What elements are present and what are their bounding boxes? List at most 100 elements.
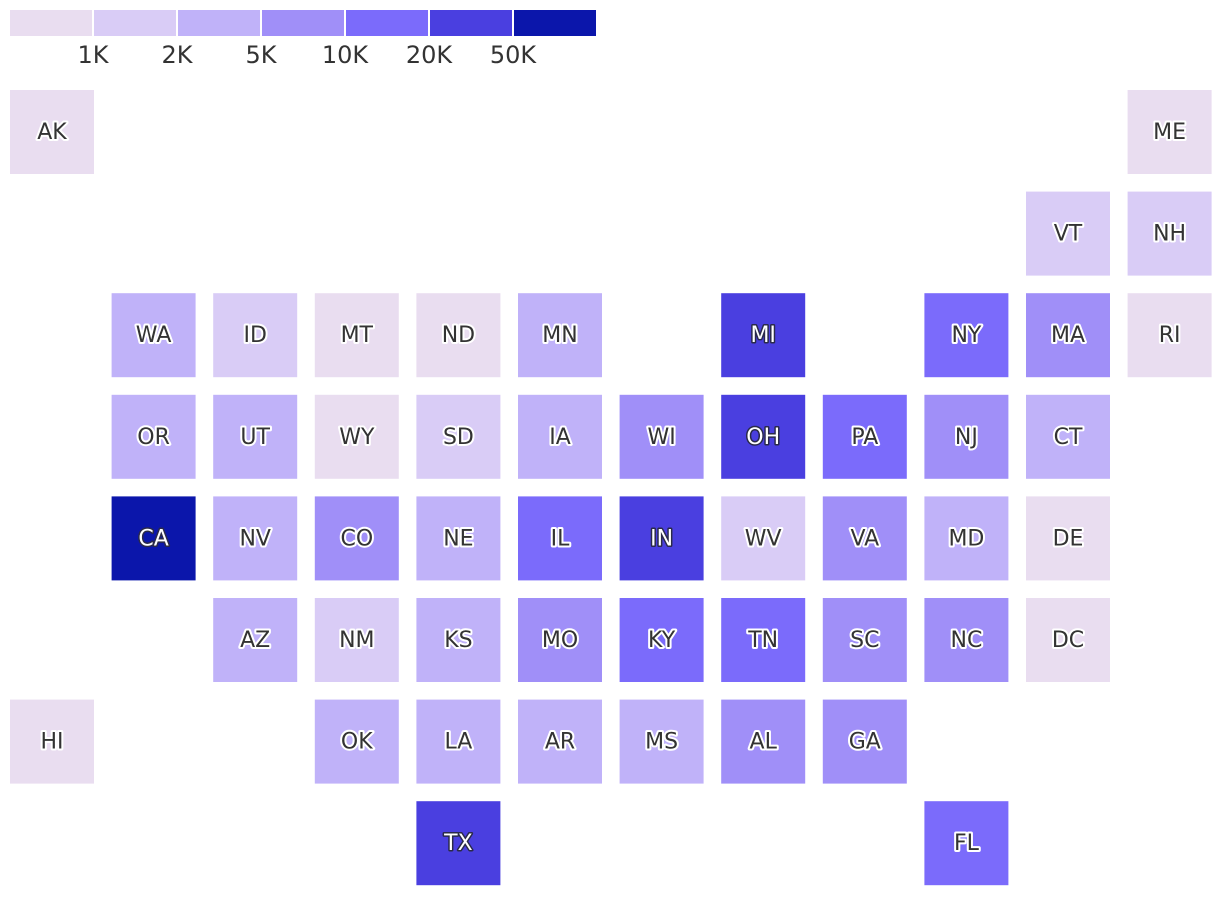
legend-swatch [94,10,176,36]
state-tile [924,394,1009,479]
state-tile [619,699,704,784]
state-label: MI [750,323,775,348]
state-tile [1127,90,1212,174]
state-tile [416,699,501,784]
legend-label: 10K [322,41,370,69]
state-tile [1026,496,1110,581]
state-tile [721,496,806,581]
state-tile [314,699,399,784]
state-label: OR [137,425,170,450]
state-tile [314,598,399,682]
state-label: VT [1054,222,1083,247]
state-tile [416,293,501,378]
state-tile [721,598,806,682]
state-label: DE [1053,526,1084,551]
legend-label: 2K [161,41,193,69]
state-tile [822,394,907,479]
state-label: ND [442,323,475,348]
state-tile [314,394,399,479]
state-label: MA [1051,323,1085,348]
state-label: IN [650,526,673,551]
legend-label: 20K [406,41,454,69]
state-label: LA [444,730,472,755]
state-tile [1026,598,1110,682]
state-tile [518,496,602,581]
legend-label: 1K [77,41,109,69]
state-label: FL [954,831,980,856]
state-tile [1026,394,1110,479]
state-tile [822,699,907,784]
state-tile [619,496,704,581]
legend-label: 5K [245,41,277,69]
state-tile [10,699,94,784]
state-tile [416,394,501,479]
state-tile [111,496,196,581]
state-label: OH [746,425,780,450]
state-label: TX [443,831,473,856]
state-tile [721,699,806,784]
state-label: KS [444,628,472,653]
state-label: UT [240,425,270,450]
state-label: ME [1153,120,1186,145]
state-tile [518,598,602,682]
state-label: SC [850,628,879,653]
state-tile [213,394,298,479]
state-tile [1026,191,1110,276]
state-tile [924,801,1009,886]
state-label: IL [551,526,570,551]
state-label: DC [1052,628,1084,653]
state-tile [822,496,907,581]
state-label: NJ [955,425,978,450]
state-label: ID [243,323,266,348]
state-label: KY [648,628,676,653]
state-label: MO [542,628,578,653]
state-label: PA [851,425,878,450]
state-tile [1127,191,1212,276]
state-label: NY [951,323,981,348]
state-tile [10,90,94,174]
state-label: VA [850,526,879,551]
legend-swatch [10,10,92,36]
state-label: GA [849,730,881,755]
state-tile [416,496,501,581]
state-label: AL [750,730,778,755]
state-label: CO [340,526,373,551]
state-label: CA [138,526,168,551]
state-tile [111,293,196,378]
state-tile [619,394,704,479]
legend-label: 50K [490,41,538,69]
state-tile [213,496,298,581]
state-label: MT [341,323,374,348]
state-tile [1026,293,1110,378]
state-label: NM [339,628,374,653]
state-tile [111,394,196,479]
state-label: RI [1159,323,1181,348]
state-tile [518,293,602,378]
state-tile [1127,293,1212,378]
state-label: WI [647,425,675,450]
state-tile [213,598,298,682]
legend-swatch [514,10,596,36]
legend-swatch [178,10,260,36]
state-tile [416,801,501,886]
state-tile [924,496,1009,581]
state-label: MS [645,730,678,755]
state-tile [213,293,298,378]
state-label: CT [1054,425,1083,450]
state-label: OK [341,730,373,755]
state-label: WV [745,526,782,551]
state-tile [518,699,602,784]
state-tile [721,293,806,378]
state-tile [314,293,399,378]
state-tile [619,598,704,682]
legend-swatch [262,10,344,36]
state-tile [721,394,806,479]
state-label: NC [950,628,982,653]
state-label: MN [542,323,577,348]
state-tile [924,598,1009,682]
state-tile [518,394,602,479]
state-label: AZ [240,628,270,653]
state-label: SD [443,425,474,450]
state-label: AK [37,120,67,145]
